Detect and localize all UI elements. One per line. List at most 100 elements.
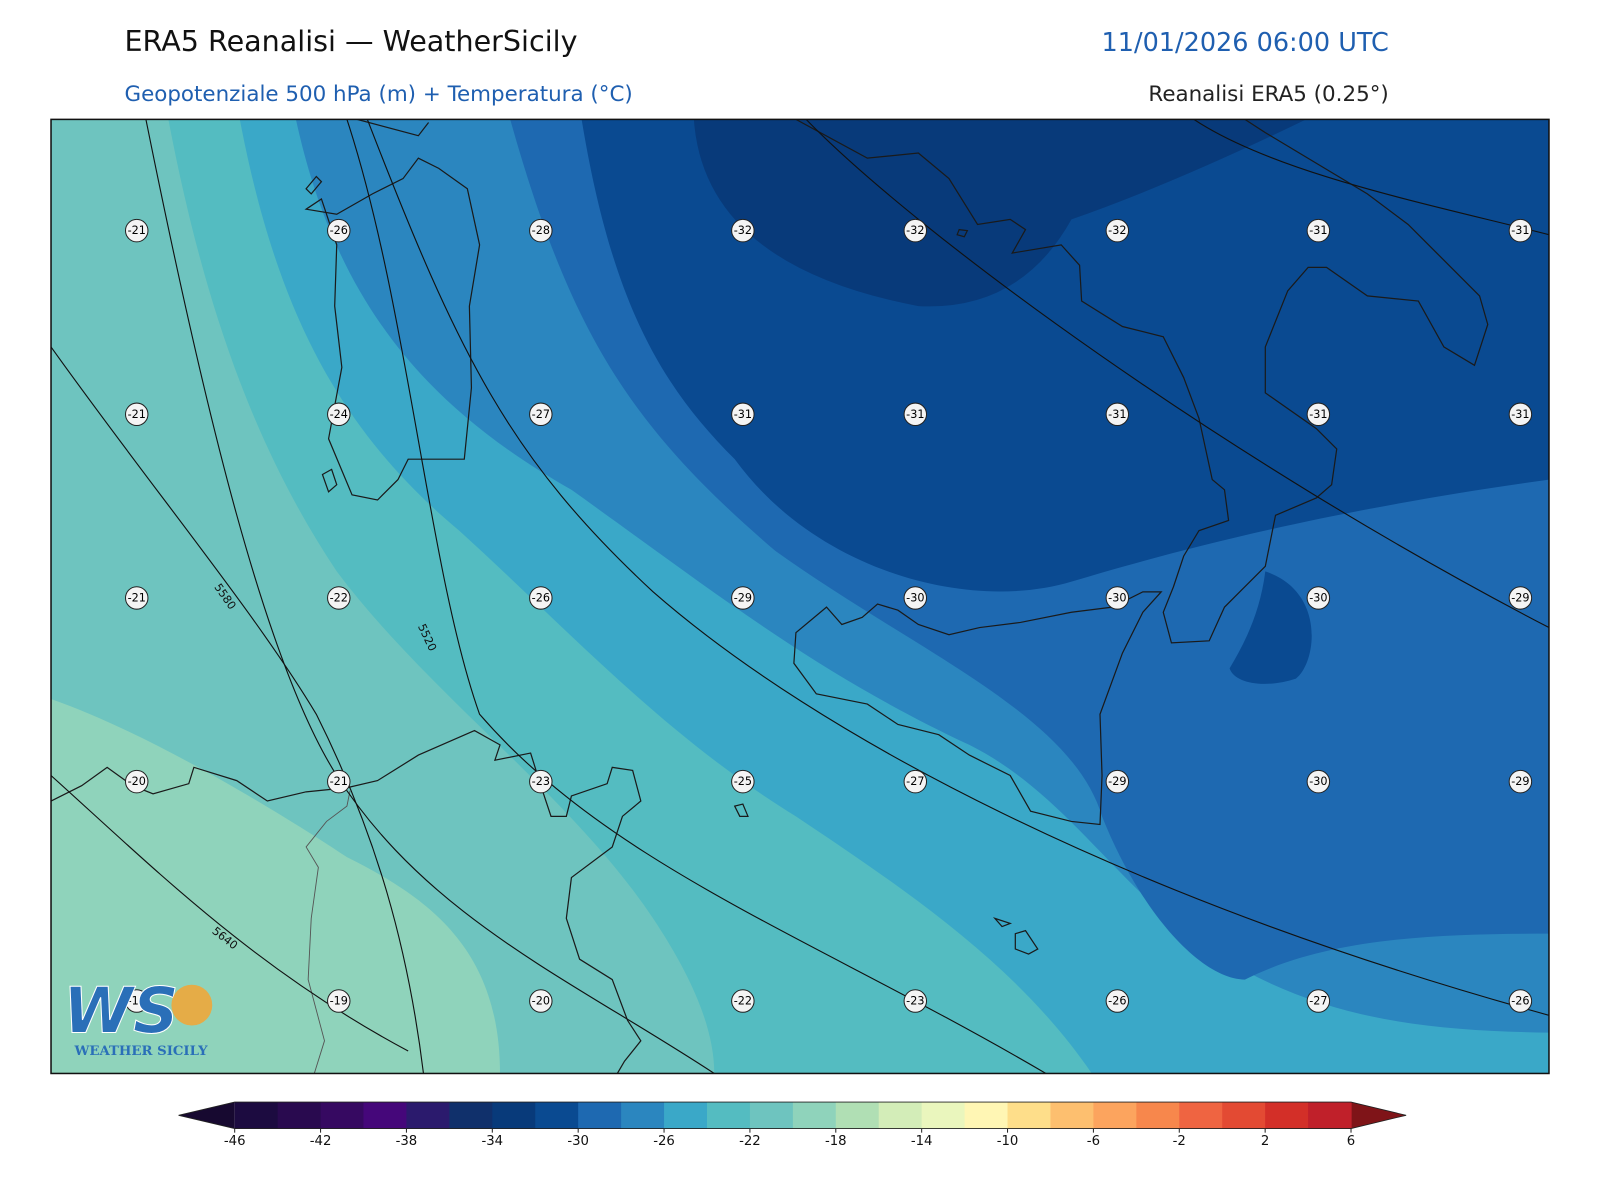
- temperature-badge: [1508, 218, 1533, 243]
- temperature-label: -21: [128, 224, 146, 237]
- temperature-label: -31: [1309, 224, 1327, 237]
- temperature-label: -21: [128, 408, 146, 421]
- colorbar-tick-label: 2: [1261, 1134, 1269, 1149]
- map: -21 -26 -28 -32 -32 -32 -31 -31 -21 -24 -27 -31 -31 -…: [51, 119, 1549, 1074]
- field-band: [693, 119, 1307, 307]
- temperature-badge: [731, 989, 755, 1013]
- temperature-label: -32: [906, 224, 924, 237]
- temperature-badge: [529, 586, 553, 610]
- temperature-label: -31: [906, 408, 924, 421]
- colorbar-over: [1351, 1102, 1407, 1129]
- temperature-label: -22: [734, 995, 752, 1008]
- temperature-label: -27: [906, 775, 924, 788]
- field-band: [51, 698, 500, 1074]
- colorbar-segment: [835, 1102, 880, 1129]
- temperature-label: -26: [532, 591, 550, 604]
- colorbar-segment: [1308, 1102, 1352, 1129]
- colorbar-under: [178, 1102, 235, 1129]
- colorbar-tick-label: -6: [1087, 1134, 1100, 1149]
- temperature-badge: [1508, 989, 1533, 1013]
- colorbar-segment: [277, 1102, 322, 1129]
- colorbar-segment: [664, 1102, 708, 1129]
- temperature-badge: [529, 402, 553, 427]
- colorbar-segment: [1050, 1102, 1095, 1129]
- colorbar-tick-label: -2: [1173, 1134, 1186, 1149]
- temperature-badge: [903, 586, 928, 610]
- temperature-badge: [903, 218, 928, 243]
- temperature-badge: [327, 586, 351, 610]
- temperature-badge: [903, 769, 928, 794]
- temperature-badge: [1105, 989, 1130, 1013]
- colorbar-segment: [621, 1102, 665, 1129]
- temperature-label: -24: [330, 408, 348, 421]
- temperature-badge: [529, 989, 553, 1013]
- temperature-badge: [125, 769, 149, 794]
- colorbar-tick-label: 6: [1347, 1134, 1355, 1149]
- colorbar-segment: [1179, 1102, 1223, 1129]
- logo: WS WEATHER SICILY: [63, 973, 213, 1059]
- colorbar-tick-label: -38: [396, 1134, 418, 1149]
- colorbar-segment: [449, 1102, 493, 1129]
- logo-mark: WS: [63, 974, 178, 1048]
- temperature-label: -23: [906, 995, 924, 1008]
- colorbar-segment: [492, 1102, 536, 1129]
- colorbar-tick-label: -42: [310, 1134, 332, 1149]
- logo-text: WEATHER SICILY: [73, 1044, 208, 1059]
- temperature-label: -25: [734, 775, 752, 788]
- temperature-badge: [125, 218, 149, 243]
- temperature-label: -27: [1309, 995, 1327, 1008]
- temperature-label: -30: [1309, 775, 1327, 788]
- temperature-badge: [327, 402, 351, 427]
- temperature-label: -32: [734, 224, 752, 237]
- temperature-badge: [1105, 769, 1130, 794]
- temperature-badge: [731, 769, 755, 794]
- border: [305, 790, 351, 1074]
- colorbar-tick-label: -18: [825, 1134, 847, 1149]
- contour-line: [805, 119, 1549, 629]
- temperature-badge: [1306, 218, 1331, 243]
- colorbar-segment: [964, 1102, 1009, 1129]
- temperature-label: -32: [1108, 224, 1126, 237]
- temperature-badge: [1508, 769, 1533, 794]
- colorbar-tick-label: -34: [481, 1134, 503, 1149]
- temperature-label: -21: [330, 775, 348, 788]
- temperature-label: -28: [532, 224, 550, 237]
- temperature-label: -20: [532, 995, 550, 1008]
- temperature-badge: [1105, 402, 1130, 427]
- temperature-badge: [1105, 218, 1130, 243]
- temperature-badge: [125, 989, 149, 1013]
- colorbar-segment: [406, 1102, 450, 1129]
- temperature-label: -30: [1309, 591, 1327, 604]
- temperature-label: -29: [1108, 775, 1126, 788]
- temperature-label: -30: [906, 591, 924, 604]
- temperature-label: -29: [1511, 775, 1529, 788]
- temperature-label: -22: [330, 591, 348, 604]
- datetime: 11/01/2026 06:00 UTC: [1102, 28, 1389, 58]
- colorbar-segment: [749, 1102, 794, 1129]
- temperature-label: -30: [1108, 591, 1126, 604]
- temperature-badge: [1508, 402, 1533, 427]
- temperature-badge: [903, 402, 928, 427]
- colorbar-tick-label: -22: [739, 1134, 761, 1149]
- colorbar-segment: [1007, 1102, 1052, 1129]
- source: Reanalisi ERA5 (0.25°): [1148, 82, 1388, 107]
- map-frame: [50, 118, 1550, 1075]
- temperature-badge: [529, 769, 553, 794]
- colorbar-segment: [578, 1102, 622, 1129]
- colorbar-segment: [878, 1102, 923, 1129]
- temperature-badge: [1306, 769, 1331, 794]
- colorbar-segment: [535, 1102, 579, 1129]
- colorbar-segment: [234, 1102, 279, 1129]
- colorbar-segment: [1136, 1102, 1180, 1129]
- colorbar-tick-label: -30: [567, 1134, 589, 1149]
- contour-line: [51, 775, 409, 1052]
- contour-line: [346, 119, 1047, 1074]
- colorbar-segment: [1093, 1102, 1137, 1129]
- temperature-badge: [1508, 586, 1533, 610]
- temperature-label: -29: [1511, 591, 1529, 604]
- temperature-label: -29: [734, 591, 752, 604]
- temperature-badge: [903, 989, 928, 1013]
- temperature-label: -31: [1511, 224, 1529, 237]
- temperature-label: -26: [1511, 995, 1529, 1008]
